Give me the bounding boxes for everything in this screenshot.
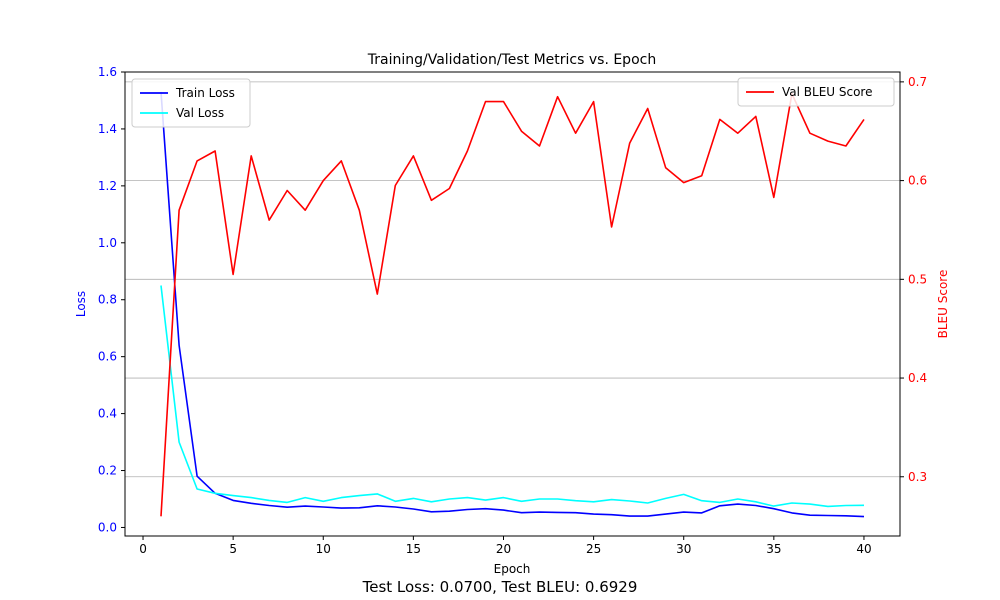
- y-tick-label-right: 0.4: [908, 371, 927, 385]
- y-axis-label-right: BLEU Score: [936, 270, 950, 339]
- legend-entry: Val BLEU Score: [782, 85, 873, 99]
- y-tick-label-left: 0.6: [98, 350, 117, 364]
- test-metrics-footer: Test Loss: 0.0700, Test BLEU: 0.6929: [362, 578, 638, 596]
- y-tick-label-left: 1.2: [98, 179, 117, 193]
- axes: 0 5 10 15 20 25 30 35 40 0.0 0.2 0.4 0.6 0.8 1.0 1.2 1.4…: [98, 65, 927, 556]
- series-line-train-loss: [160, 91, 865, 518]
- x-tick-label: 5: [229, 542, 237, 556]
- y-tick-label-left: 1.0: [98, 236, 117, 250]
- legend-entry: Val Loss: [176, 106, 224, 120]
- chart-title: Training/Validation/Test Metrics vs. Epo…: [367, 52, 656, 68]
- x-tick-label: 0: [139, 542, 147, 556]
- legend-left: Train Loss Val Loss: [131, 78, 251, 128]
- plot-frame: [124, 71, 901, 537]
- y-tick-label-left: 0.4: [98, 407, 117, 421]
- y-tick-label-left: 1.6: [98, 65, 117, 79]
- legend-right: Val BLEU Score: [737, 77, 895, 107]
- y-tick-label-left: 1.4: [98, 122, 117, 136]
- y-axis-label-left: Loss: [74, 291, 88, 317]
- y-tick-label-right: 0.6: [908, 174, 927, 188]
- legend-entry: Train Loss: [175, 86, 235, 100]
- x-tick-label: 10: [316, 542, 331, 556]
- series-layer: [160, 91, 865, 518]
- series-line-val-loss: [160, 285, 865, 508]
- x-tick-label: 40: [856, 542, 871, 556]
- y-tick-label-right: 0.7: [908, 75, 927, 89]
- y-tick-label-left: 0.2: [98, 464, 117, 478]
- x-tick-label: 25: [586, 542, 601, 556]
- x-axis-label: Epoch: [494, 562, 531, 576]
- y-tick-label-right: 0.5: [908, 272, 927, 286]
- x-tick-label: 30: [676, 542, 691, 556]
- y-tick-label-right: 0.3: [908, 470, 927, 484]
- series-line-val-bleu-score: [160, 92, 865, 517]
- x-tick-label: 35: [766, 542, 781, 556]
- y-tick-label-left: 0.0: [98, 520, 117, 534]
- legend-box: [737, 77, 895, 107]
- y-tick-label-left: 0.8: [98, 293, 117, 307]
- x-tick-label: 20: [496, 542, 511, 556]
- x-tick-label: 15: [406, 542, 421, 556]
- legend-box: [131, 78, 251, 128]
